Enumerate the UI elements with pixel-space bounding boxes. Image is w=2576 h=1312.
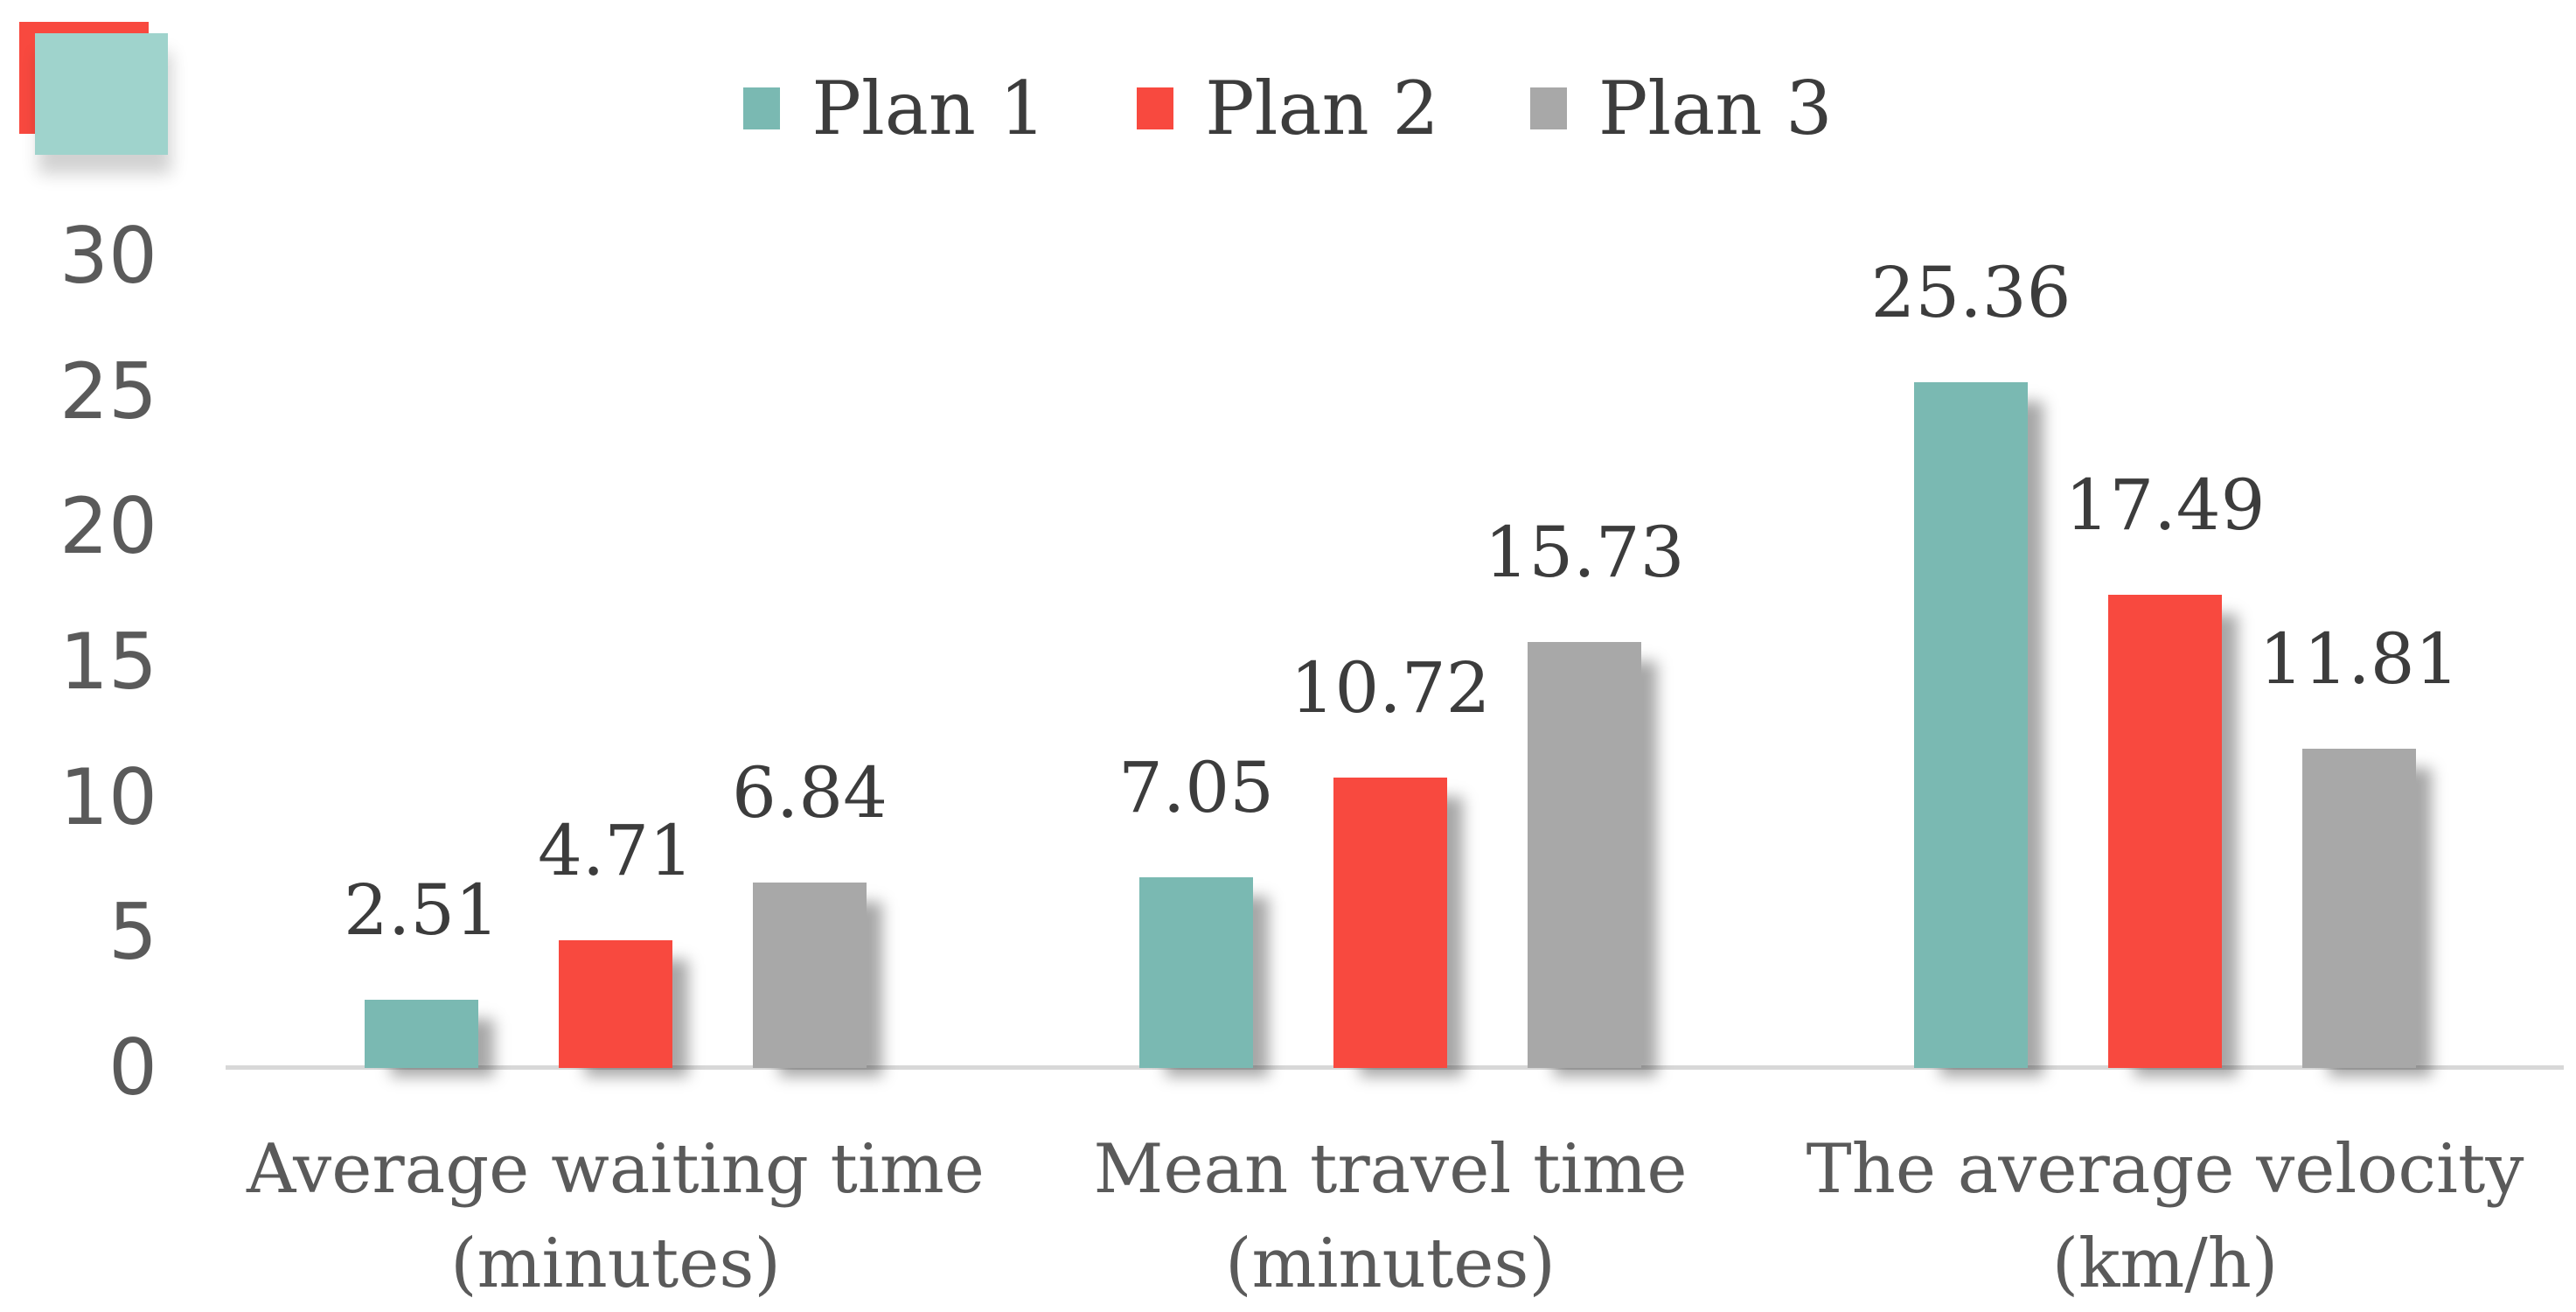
data-label: 17.49	[2064, 464, 2266, 546]
bar-plan-1-group3	[1914, 382, 2028, 1068]
data-label: 2.51	[343, 869, 500, 951]
category-label-line1: Average waiting time	[247, 1130, 985, 1209]
category-label-line2: (km/h)	[2051, 1225, 2279, 1303]
y-tick-label: 10	[59, 751, 157, 842]
legend-item-plan-2: Plan 2	[1137, 66, 1439, 150]
legend-marker-icon	[743, 87, 781, 129]
bar-plan-1-group2	[1139, 877, 1253, 1068]
bar-plan-2-group1	[559, 940, 672, 1068]
legend-item-plan-3: Plan 3	[1529, 66, 1833, 151]
y-tick-label: 5	[108, 887, 157, 978]
decoration-teal-square	[35, 33, 168, 155]
legend-label: Plan 3	[1598, 66, 1833, 151]
data-label: 25.36	[1870, 252, 2071, 333]
category-label-group1: Average waiting time (minutes)	[222, 1122, 1009, 1311]
data-label: 11.81	[2259, 618, 2460, 700]
y-tick-label: 25	[59, 345, 157, 436]
legend-label: Plan 1	[811, 66, 1047, 151]
bar-plan-2-group2	[1333, 778, 1447, 1068]
legend-label: Plan 2	[1205, 66, 1439, 151]
category-label-line1: Mean travel time	[1093, 1130, 1688, 1209]
y-tick-label: 20	[59, 481, 157, 572]
y-tick-label: 0	[108, 1022, 157, 1113]
bar-plan-1-group1	[365, 1000, 478, 1068]
legend-marker-icon	[1137, 87, 1174, 129]
data-label: 15.73	[1484, 512, 1685, 593]
data-label: 7.05	[1117, 747, 1275, 828]
y-tick-label: 15	[59, 617, 157, 707]
bar-plan-3-group2	[1528, 642, 1641, 1068]
data-label: 6.84	[731, 752, 888, 834]
bar-plan-3-group1	[753, 883, 867, 1068]
category-label-line1: The average velocity	[1806, 1130, 2524, 1209]
bar-plan-3-group3	[2302, 749, 2416, 1068]
category-label-line2: (minutes)	[1225, 1225, 1556, 1303]
category-label-line2: (minutes)	[450, 1225, 781, 1303]
legend-item-plan-1: Plan 1	[743, 66, 1046, 150]
legend-marker-icon	[1529, 87, 1567, 129]
category-label-group2: Mean travel time (minutes)	[997, 1122, 1784, 1311]
category-label-group3: The average velocity (km/h)	[1772, 1122, 2559, 1311]
y-tick-label: 30	[59, 211, 157, 301]
data-label: 10.72	[1290, 647, 1491, 729]
chart-legend: Plan 1 Plan 2 Plan 3	[0, 66, 2576, 150]
data-label: 4.71	[537, 810, 694, 891]
bar-plan-2-group3	[2108, 595, 2222, 1068]
